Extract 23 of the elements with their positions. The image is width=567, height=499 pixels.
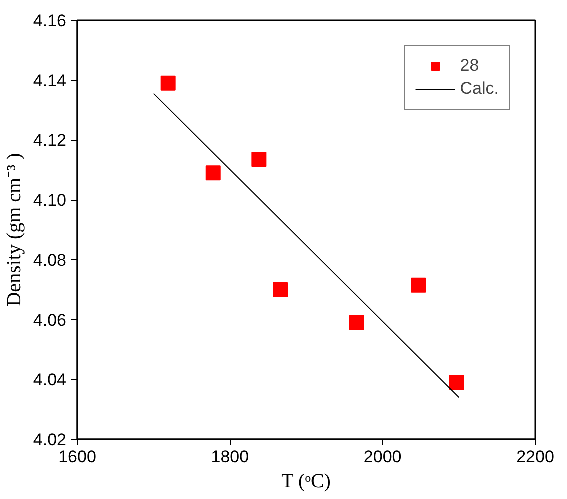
y-tick-label: 4.08 bbox=[33, 250, 67, 270]
x-tick-label: 1600 bbox=[58, 448, 96, 466]
y-tick-label: 4.04 bbox=[33, 370, 67, 390]
y-tick-label: 4.14 bbox=[33, 71, 67, 90]
point bbox=[252, 152, 267, 168]
point bbox=[349, 315, 364, 330]
point bbox=[273, 282, 288, 298]
y-axis-title: Density (gm cm⁻³ ) bbox=[3, 153, 26, 307]
x-tick-label: 2200 bbox=[516, 448, 554, 466]
point bbox=[160, 76, 176, 91]
x-axis-title: T (ᵒC) bbox=[282, 470, 331, 492]
point bbox=[449, 375, 464, 390]
y-tick-label: 4.10 bbox=[33, 191, 67, 210]
x-tick-label: 2000 bbox=[364, 448, 402, 466]
point bbox=[206, 166, 221, 181]
y-tick-label: 4.16 bbox=[33, 12, 67, 30]
point bbox=[411, 278, 426, 293]
y-tick-label: 4.12 bbox=[33, 131, 67, 150]
y-tick-label: 4.06 bbox=[33, 310, 67, 330]
y-tick-label: 4.02 bbox=[33, 430, 67, 450]
x-tick-label: 1800 bbox=[211, 448, 250, 466]
legend-label: 28 bbox=[460, 56, 480, 76]
legend-label: Calc. bbox=[460, 79, 499, 99]
